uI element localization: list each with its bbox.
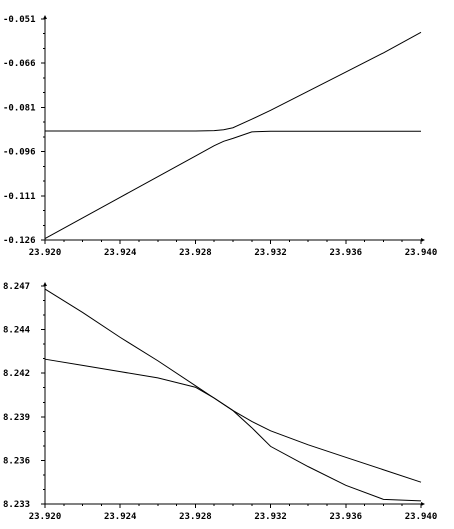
top-y-tick-label: -0.081 <box>3 103 36 113</box>
bottom-y-tick-label: 8.247 <box>3 282 30 292</box>
bottom-x-tick-label: 23.920 <box>29 512 62 522</box>
bottom-y-tick-label: 8.244 <box>3 326 31 336</box>
top-series-2-line <box>44 130 421 239</box>
top-x-tick-label: 23.920 <box>29 248 62 258</box>
bottom-x-axis-arrow <box>421 502 425 506</box>
bottom-y-tick-label: 8.236 <box>3 456 30 466</box>
top-x-tick-label: 23.928 <box>179 248 212 258</box>
top-y-axis-arrow <box>43 15 47 19</box>
top-y-tick-label: -0.066 <box>3 59 36 69</box>
top-x-axis-arrow <box>421 238 425 242</box>
top-x-tick-label: 23.932 <box>254 248 287 258</box>
bottom-y-tick-label: 8.242 <box>3 369 30 379</box>
top-x-tick-label: 23.936 <box>330 248 363 258</box>
bottom-series-2-line <box>44 358 422 502</box>
bottom-x-tick-label: 23.924 <box>104 512 137 522</box>
bottom-y-tick-label: 8.233 <box>3 500 30 510</box>
bottom-y-axis-arrow <box>43 282 47 286</box>
top-y-tick-label: -0.051 <box>3 15 36 25</box>
bottom-x-tick-label: 23.940 <box>405 512 438 522</box>
bottom-panel: 23.920 23.924 23.928 23.932 23.936 23.940 8.24… <box>3 282 437 522</box>
top-y-tick-label: -0.096 <box>3 148 36 158</box>
bottom-y-tick-label: 8.239 <box>3 413 30 423</box>
top-x-tick-label: 23.924 <box>104 248 137 258</box>
bottom-x-tick-label: 23.932 <box>254 512 287 522</box>
top-y-tick-label: -0.126 <box>3 236 36 246</box>
top-x-tick-label: 23.940 <box>405 248 438 258</box>
bottom-series-1-line <box>44 288 422 483</box>
bottom-x-tick-label: 23.928 <box>179 512 212 522</box>
top-y-tick-label: -0.111 <box>3 192 36 202</box>
top-panel: 23.920 23.924 23.928 23.932 23.936 23.940 -0.0… <box>3 15 437 258</box>
bottom-x-tick-label: 23.936 <box>330 512 363 522</box>
top-series-1-line <box>45 31 422 132</box>
